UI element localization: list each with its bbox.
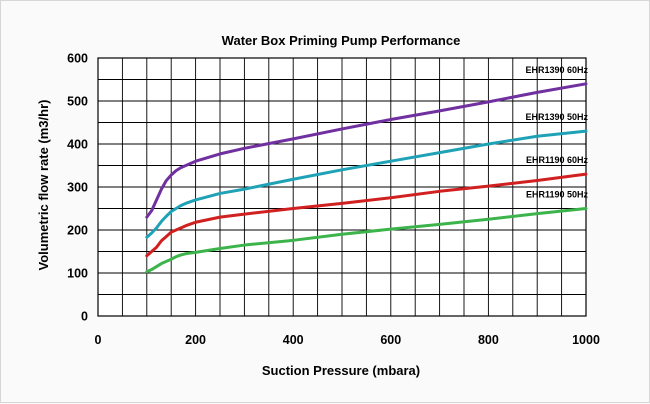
series-line <box>145 172 588 258</box>
series-line <box>145 82 588 219</box>
x-tick-label: 0 <box>95 333 102 347</box>
series-line <box>145 129 588 239</box>
x-tick-label: 600 <box>380 333 401 347</box>
y-tick-label: 0 <box>81 310 88 324</box>
x-tick-label: 1000 <box>572 333 600 347</box>
series-label: EHR1390 50Hz <box>525 112 588 122</box>
y-tick-label: 100 <box>67 267 88 281</box>
x-tick-label: 800 <box>478 333 499 347</box>
y-axis-label: Volumetric flow rate (m3/hr) <box>36 100 51 271</box>
y-tick-label: 600 <box>67 52 88 66</box>
y-tick-label: 400 <box>67 138 88 152</box>
series-label: EHR1390 60Hz <box>525 65 588 75</box>
x-tick-label: 400 <box>283 333 304 347</box>
plot-border <box>97 57 587 317</box>
x-tick-label: 200 <box>185 333 206 347</box>
series-label: EHR1190 60Hz <box>526 155 589 165</box>
x-axis-label: Suction Pressure (mbara) <box>262 363 420 378</box>
series-label: EHR1190 50Hz <box>526 190 589 200</box>
series-line <box>145 207 588 274</box>
y-tick-label: 300 <box>67 181 88 195</box>
chart-title: Water Box Priming Pump Performance <box>222 33 461 48</box>
y-tick-label: 500 <box>67 95 88 109</box>
y-tick-label: 200 <box>67 224 88 238</box>
